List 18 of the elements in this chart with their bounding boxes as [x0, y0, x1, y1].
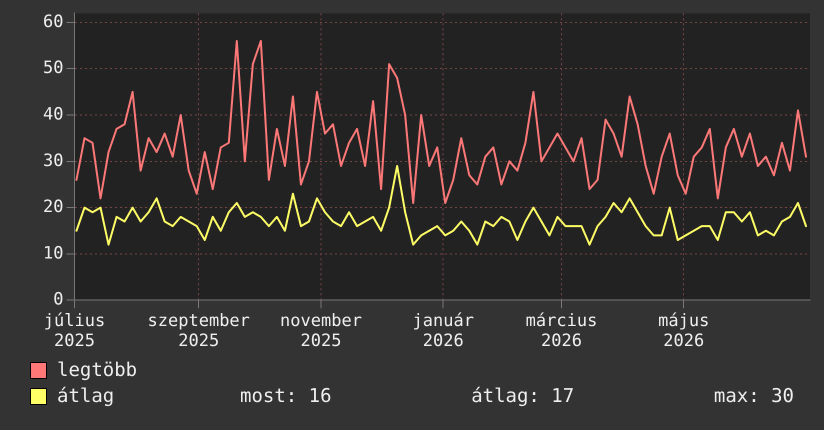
y-tick-label: 50	[42, 58, 64, 78]
x-tick-label: január 2026	[412, 310, 474, 352]
y-tick-label: 10	[42, 243, 64, 264]
x-tick-label: május 2026	[658, 310, 710, 352]
text: max: 30	[714, 385, 794, 407]
text: most: 16	[240, 385, 332, 407]
x-tick-label: március 2026	[526, 310, 598, 352]
y-tick-label: 30	[42, 150, 64, 171]
x-tick-label: november 2025	[280, 310, 362, 352]
text: átlag: 17	[471, 385, 574, 407]
y-tick-label: 60	[42, 12, 64, 32]
legend-label: legtöbb	[57, 359, 138, 381]
y-tick-label: 40	[42, 104, 64, 124]
x-tick-label: július 2025	[44, 310, 106, 352]
legend-label: átlag	[57, 385, 114, 407]
y-tick-label: 0	[53, 290, 64, 310]
x-tick-label: szeptember 2025	[148, 310, 250, 352]
y-tick-label: 20	[42, 197, 64, 218]
